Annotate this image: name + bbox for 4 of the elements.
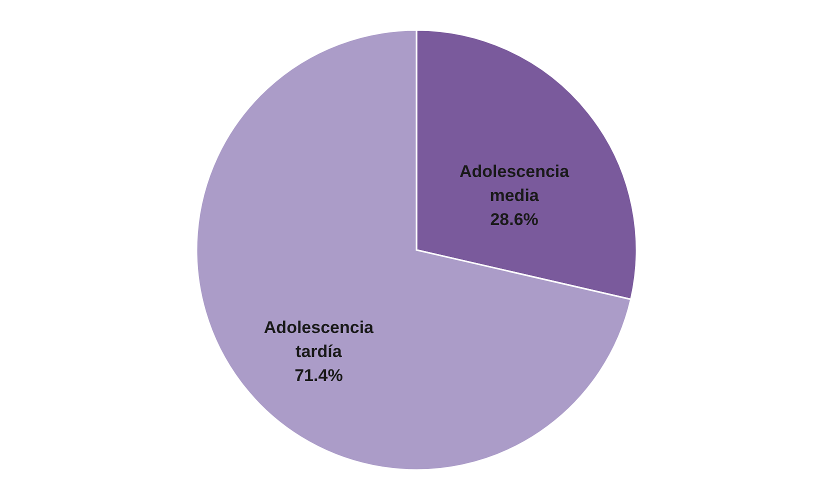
data-label: 71.4% <box>294 366 343 385</box>
data-label: 28.6% <box>490 210 538 230</box>
slice-label: Adolescencia tardía <box>264 318 374 361</box>
slice-label: Adolescencia media <box>459 162 570 206</box>
